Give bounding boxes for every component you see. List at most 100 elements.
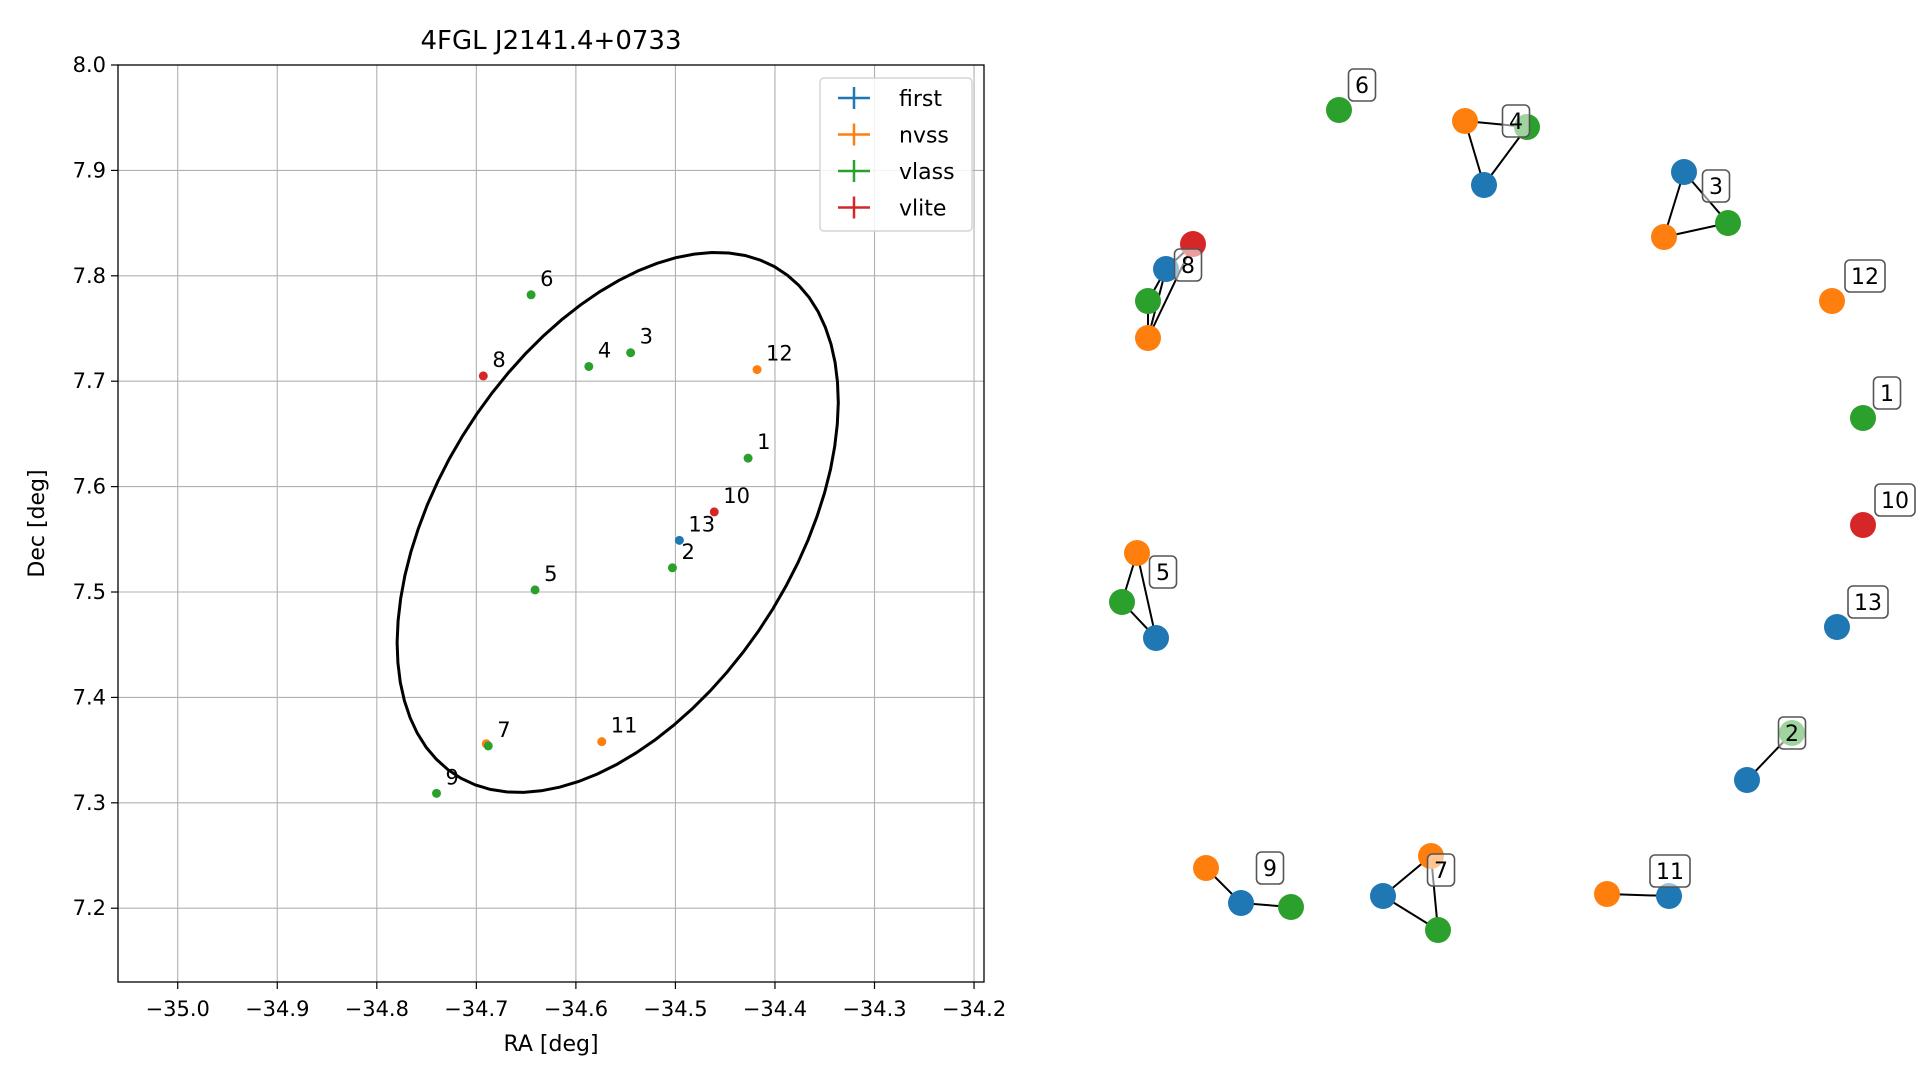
legend-label-nvss: nvss xyxy=(899,124,949,149)
network-node-vlass xyxy=(1715,210,1741,236)
y-tick-label: 7.4 xyxy=(73,685,106,709)
network-node-first xyxy=(1228,890,1254,916)
point-vlass xyxy=(626,348,636,358)
cluster-label-box xyxy=(1874,483,1916,517)
cluster-label: 2 xyxy=(1785,722,1799,747)
network-panel: 6 4 3 8 12 1 10 13 2 5 9 7 11 xyxy=(1109,68,1916,943)
cluster-label: 1 xyxy=(1880,382,1894,407)
x-tick-label: −34.9 xyxy=(245,997,309,1021)
x-tick-label: −34.4 xyxy=(743,997,807,1021)
chart-title: 4FGL J2141.4+0733 xyxy=(421,26,682,56)
cluster-label: 6 xyxy=(1355,74,1369,99)
network-edges xyxy=(1121,120,1793,931)
cluster-label-box xyxy=(1148,555,1178,589)
x-tick-label: −34.6 xyxy=(544,997,608,1021)
network-node-nvss xyxy=(1594,881,1620,907)
cluster-label: 7 xyxy=(1434,859,1448,884)
network-cluster-labels: 6 4 3 8 12 1 10 13 2 5 9 7 11 xyxy=(1148,68,1916,888)
cluster-label-box xyxy=(1173,248,1203,282)
network-node-nvss xyxy=(1452,108,1478,134)
network-node-first xyxy=(1656,883,1682,909)
error-ellipse xyxy=(395,250,840,794)
point-vlass xyxy=(432,788,442,798)
network-node-nvss xyxy=(1819,288,1845,314)
point-vlass xyxy=(530,585,540,595)
network-node-first xyxy=(1734,767,1760,793)
legend-label-vlite: vlite xyxy=(899,197,946,222)
cluster-label-box xyxy=(1501,104,1531,138)
point-vlass xyxy=(667,563,677,573)
x-tick-label: −34.2 xyxy=(942,997,1006,1021)
point-annotation: 7 xyxy=(497,718,510,742)
data-points xyxy=(432,290,762,798)
point-vlass xyxy=(526,290,536,300)
y-tick-label: 7.8 xyxy=(73,264,106,288)
cluster-label: 11 xyxy=(1656,860,1684,885)
y-tick-label: 7.6 xyxy=(73,475,106,499)
point-annotation: 8 xyxy=(492,348,505,372)
cluster-label-box xyxy=(1844,259,1886,293)
network-node-nvss xyxy=(1124,540,1150,566)
network-node-vlass xyxy=(1278,894,1304,920)
legend[interactable]: first nvss vlass vlite xyxy=(819,77,973,232)
network-node-nvss xyxy=(1135,325,1161,351)
cluster-label-box xyxy=(1847,585,1889,619)
point-annotation: 1 xyxy=(757,430,770,454)
x-tick-label: −34.8 xyxy=(345,997,409,1021)
legend-label-first: first xyxy=(899,87,942,112)
point-first xyxy=(674,535,684,545)
network-node-first xyxy=(1153,256,1179,282)
cluster-label: 8 xyxy=(1181,254,1195,279)
network-node-first xyxy=(1824,614,1850,640)
point-annotation: 11 xyxy=(611,714,638,738)
cluster-label-box xyxy=(1649,854,1691,888)
point-nvss xyxy=(597,737,607,747)
cluster-label-box xyxy=(1347,68,1377,102)
y-tick-label: 7.3 xyxy=(73,791,106,815)
point-nvss xyxy=(752,365,762,375)
cluster-label: 13 xyxy=(1854,591,1882,616)
cluster-label: 5 xyxy=(1156,561,1170,586)
cluster-label: 3 xyxy=(1709,175,1723,200)
network-node-first xyxy=(1370,883,1396,909)
x-tick-label: −35.0 xyxy=(146,997,210,1021)
cluster-label: 4 xyxy=(1509,110,1523,135)
network-edge xyxy=(1136,552,1157,639)
network-node-first xyxy=(1671,159,1697,185)
network-node-first xyxy=(1471,172,1497,198)
point-annotation: 5 xyxy=(544,562,557,586)
point-vlite xyxy=(709,507,719,517)
cluster-label: 9 xyxy=(1263,857,1277,882)
point-annotation: 4 xyxy=(598,338,611,362)
point-vlass xyxy=(584,361,594,371)
y-tick-label: 7.7 xyxy=(73,369,106,393)
cluster-label-box xyxy=(1701,169,1731,203)
point-annotation: 6 xyxy=(540,267,553,291)
y-tick-label: 8.0 xyxy=(73,53,106,77)
point-annotations: 6 4 3 8 12 1 10 13 2 5 7 11 9 xyxy=(446,267,793,790)
point-annotation: 12 xyxy=(766,342,793,366)
y-tick-label: 7.5 xyxy=(73,580,106,604)
x-axis-label: RA [deg] xyxy=(503,1032,598,1057)
y-tick-label: 7.9 xyxy=(73,158,106,182)
network-node-vlass xyxy=(1109,589,1135,615)
network-node-vlite xyxy=(1850,512,1876,538)
network-node-vlass xyxy=(1850,405,1876,431)
error-ellipse-layer xyxy=(395,250,840,794)
point-vlite xyxy=(478,371,488,381)
network-node-vlass xyxy=(1425,917,1451,943)
x-tick-label: −34.5 xyxy=(643,997,707,1021)
network-node-vlass xyxy=(1326,97,1352,123)
network-node-first xyxy=(1143,625,1169,651)
network-nodes xyxy=(1109,97,1876,943)
point-vlass xyxy=(743,453,753,463)
cluster-label: 12 xyxy=(1851,265,1879,290)
cluster-label-box xyxy=(1777,716,1807,750)
legend-label-vlass: vlass xyxy=(899,160,955,185)
point-annotation: 13 xyxy=(688,512,715,536)
y-axis-label: Dec [deg] xyxy=(25,469,50,577)
x-tick-label: −34.7 xyxy=(444,997,508,1021)
point-vlass xyxy=(483,741,493,751)
